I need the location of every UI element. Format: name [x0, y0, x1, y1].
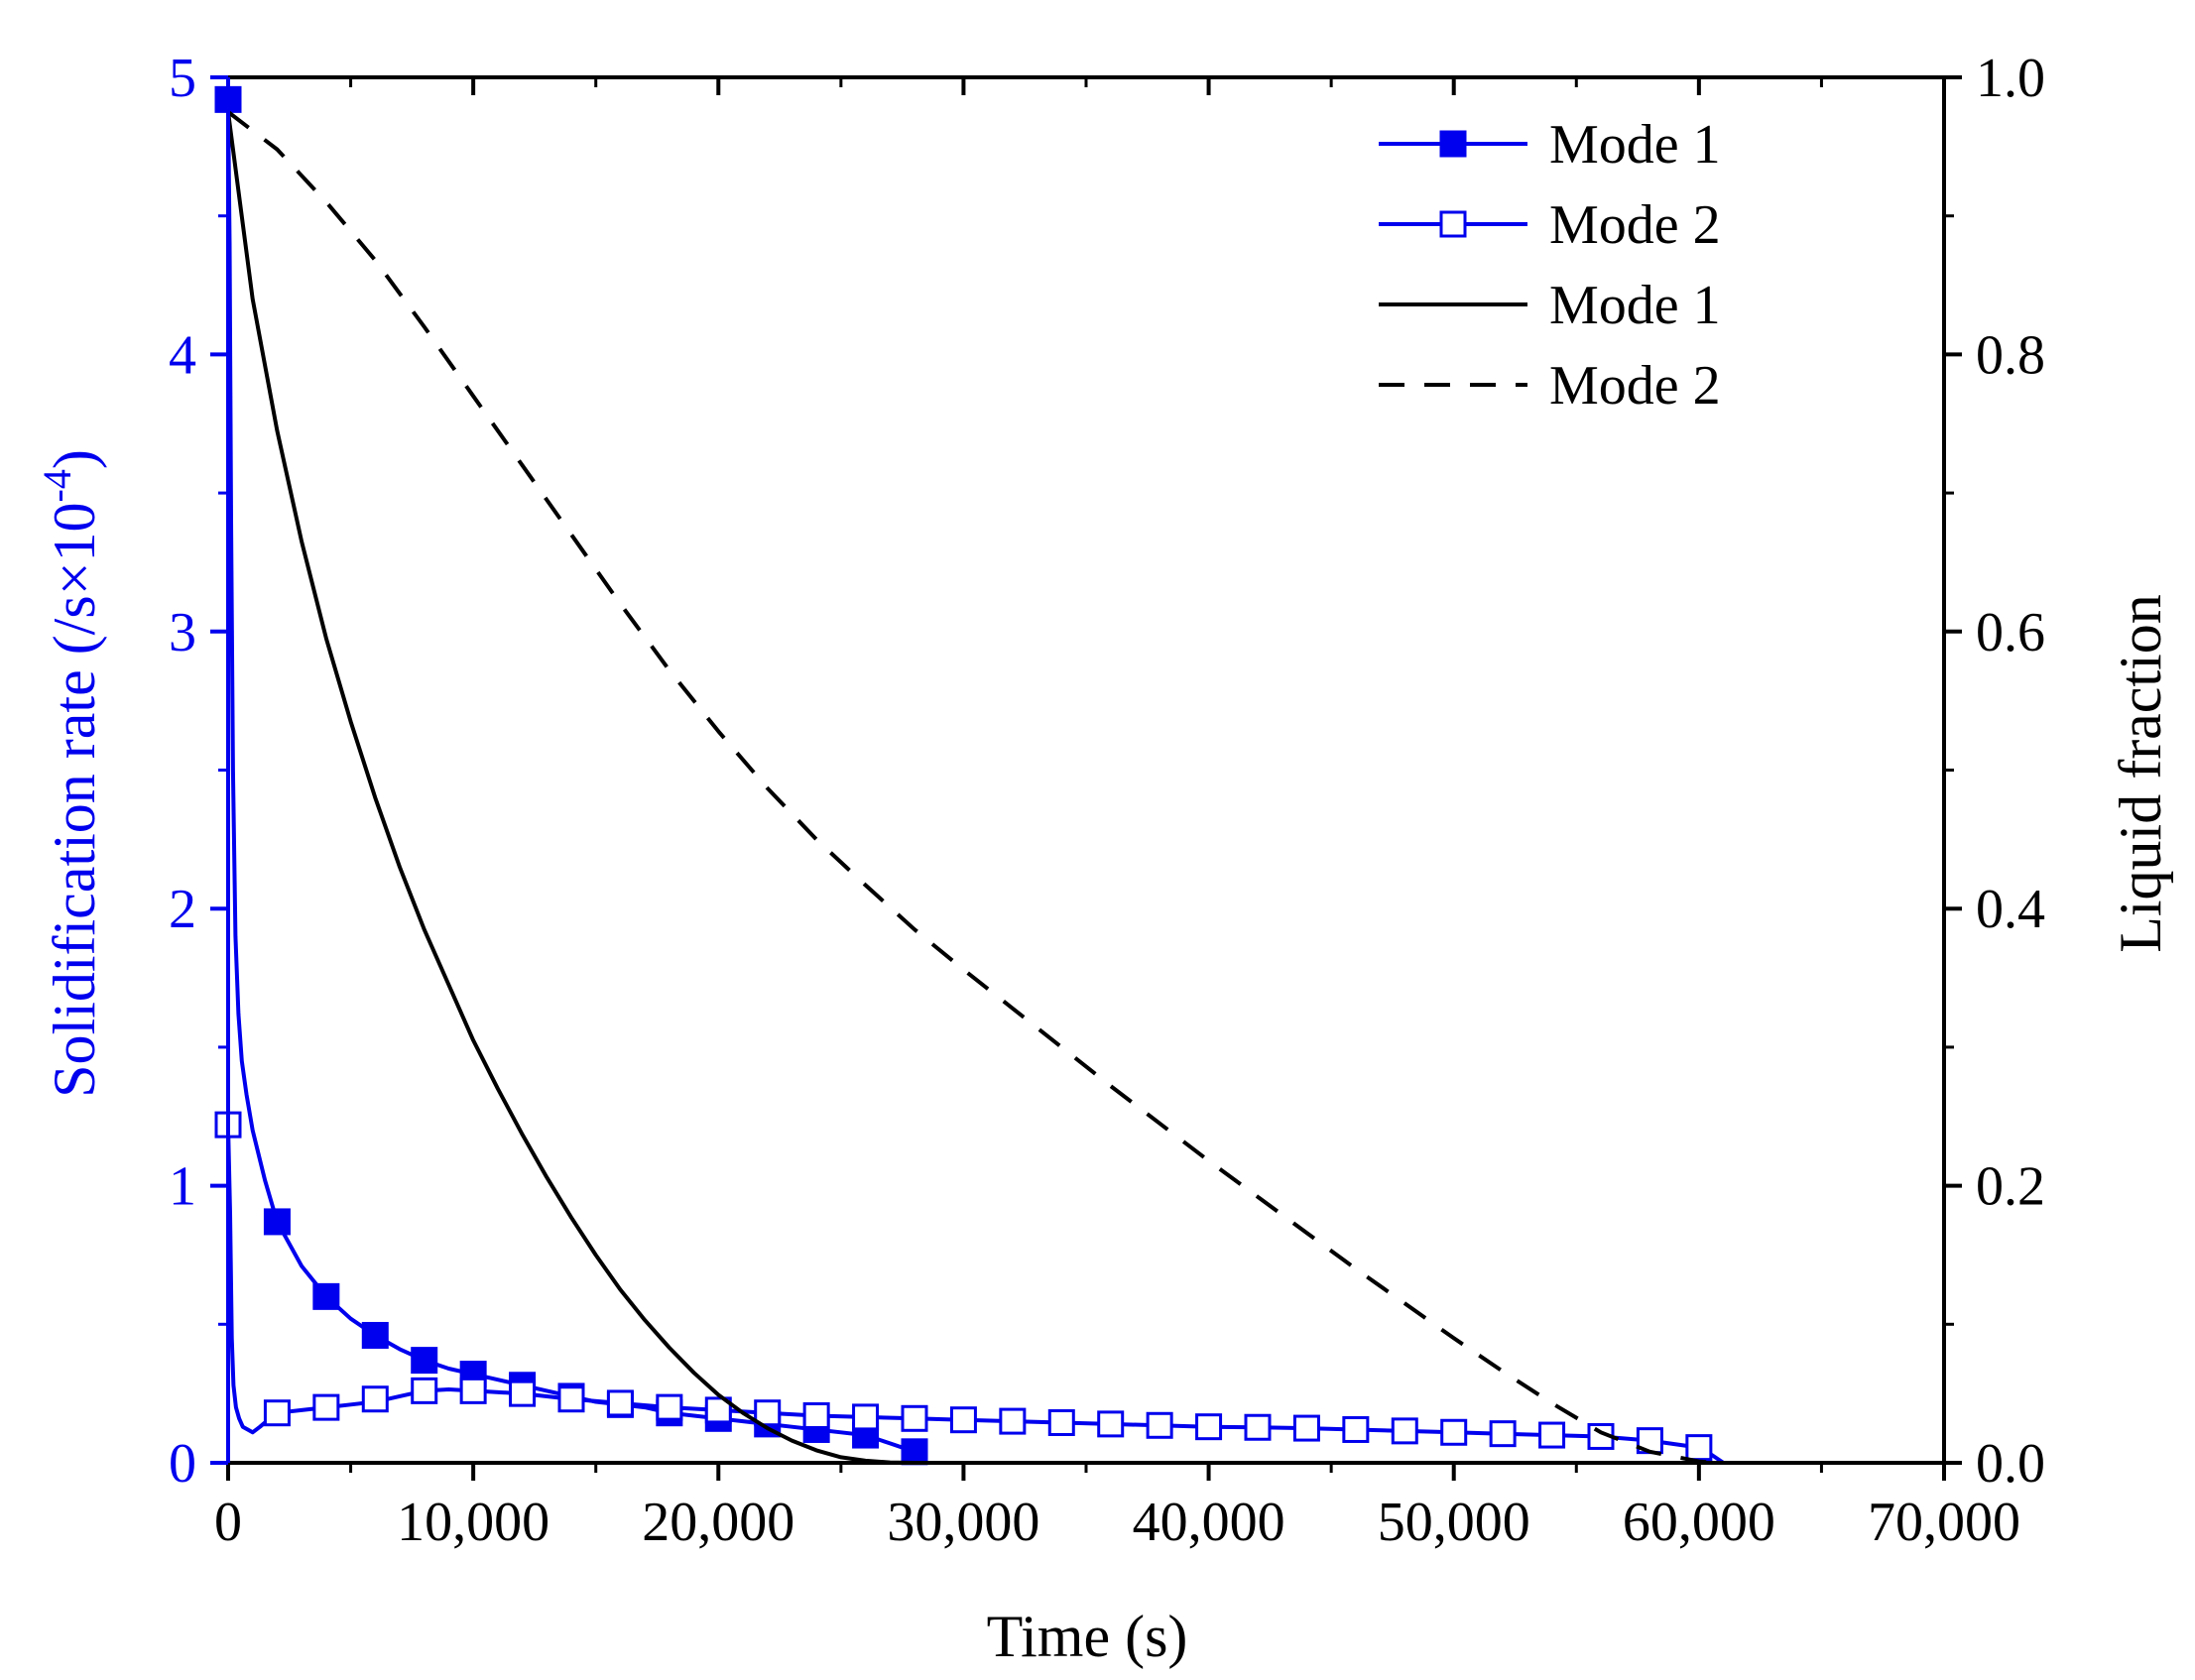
- x-tick-label: 30,000: [887, 1492, 1039, 1553]
- x-tick-label: 50,000: [1378, 1492, 1530, 1553]
- x-tick-label: 70,000: [1868, 1492, 2020, 1553]
- y-right-tick-label: 0.8: [1976, 324, 2045, 386]
- series-solidification-rate-mode-2-marker: [606, 1389, 634, 1417]
- series-solidification-rate-mode-2-marker: [459, 1377, 487, 1404]
- x-axis-title: Time (s): [987, 1604, 1188, 1669]
- series-solidification-rate-mode-2-marker: [1244, 1413, 1272, 1441]
- series-solidification-rate-mode-1-line: [226, 99, 915, 1454]
- y-axis-left-title-main: Solidification rate (/s×10: [42, 502, 107, 1097]
- series-solidification-rate-mode-2-marker: [1342, 1415, 1370, 1443]
- series-solidification-rate-mode-1-marker: [361, 1321, 389, 1349]
- series-solidification-rate-mode-2-marker: [263, 1399, 291, 1427]
- series-solidification-rate-mode-2-marker: [411, 1377, 438, 1404]
- series-layer: [214, 85, 1725, 1466]
- series-solidification-rate-mode-2-marker: [656, 1393, 683, 1421]
- y-axis-right-title: Liquid fraction: [2108, 594, 2173, 953]
- series-solidification-rate-mode-2-marker: [852, 1403, 880, 1431]
- x-tick-label: 60,000: [1623, 1492, 1775, 1553]
- legend-entry-label: Mode 1: [1549, 114, 1721, 176]
- series-solidification-rate-mode-2-marker: [557, 1385, 585, 1413]
- series-solidification-rate-mode-2-marker: [1195, 1413, 1223, 1441]
- series-solidification-rate-mode-1-marker: [411, 1347, 438, 1375]
- series-solidification-rate-mode-2-marker: [1440, 1418, 1468, 1446]
- x-tick-label: 20,000: [642, 1492, 794, 1553]
- series-solidification-rate-mode-1-marker: [263, 1208, 291, 1236]
- series-solidification-rate-mode-2-marker: [1047, 1408, 1075, 1436]
- y-axis-left-title: Solidification rate (/s×10-4): [35, 449, 107, 1098]
- series-solidification-rate-mode-2-marker: [509, 1380, 537, 1407]
- y-right-tick-label: 0.4: [1976, 879, 2045, 940]
- series-solidification-rate-mode-2-marker: [1685, 1434, 1713, 1462]
- y-right-tick-label: 0.6: [1976, 602, 2045, 663]
- y-left-tick-label: 4: [169, 324, 196, 386]
- y-left-tick-label: 3: [169, 602, 196, 663]
- series-solidification-rate-mode-2-marker: [754, 1399, 782, 1427]
- series-solidification-rate-mode-2-marker: [949, 1406, 977, 1434]
- series-liquid-fraction-mode-1-line: [226, 111, 915, 1465]
- series-solidification-rate-mode-2-marker: [1391, 1417, 1418, 1445]
- y-right-tick-label: 1.0: [1976, 48, 2045, 109]
- series-solidification-rate-mode-2-marker: [1489, 1420, 1517, 1448]
- y-axis-left-title-superscript: -4: [35, 469, 79, 502]
- series-solidification-rate-mode-2-marker: [361, 1385, 389, 1413]
- legend-swatch-marker: [1439, 130, 1467, 158]
- legend: Mode 1 Mode 2 Mode 1 Mode 2: [1379, 114, 1721, 417]
- x-tick-label: 40,000: [1133, 1492, 1285, 1553]
- legend-entry-label: Mode 1: [1549, 275, 1721, 336]
- series-solidification-rate-mode-2-marker: [312, 1393, 340, 1421]
- y-left-tick-label: 2: [169, 879, 196, 940]
- y-right-tick-label: 0.2: [1976, 1156, 2045, 1218]
- axes-layer: 0 10,000 20,000 30,000 40,000 50,000 60,000 70,…: [169, 48, 2045, 1553]
- x-tick-label: 0: [214, 1492, 242, 1553]
- y-axis-left-title-close: ): [42, 449, 107, 469]
- series-liquid-fraction-mode-2-line: [226, 110, 1714, 1465]
- series-solidification-rate-mode-2-marker: [1292, 1414, 1320, 1442]
- y-left-tick-label: 0: [169, 1433, 196, 1495]
- series-solidification-rate-mode-1-marker: [312, 1282, 340, 1310]
- series-solidification-rate-mode-2-marker: [1636, 1427, 1663, 1455]
- series-solidification-rate-mode-2-marker: [1146, 1411, 1173, 1439]
- series-solidification-rate-mode-2-marker: [999, 1407, 1027, 1435]
- series-solidification-rate-mode-2-marker: [1538, 1421, 1566, 1449]
- series-solidification-rate-mode-1-marker: [901, 1438, 928, 1466]
- y-left-tick-label: 5: [169, 48, 196, 109]
- x-tick-label: 10,000: [397, 1492, 549, 1553]
- series-solidification-rate-mode-2-marker: [802, 1402, 830, 1430]
- y-right-tick-label: 0.0: [1976, 1433, 2045, 1495]
- series-solidification-rate-mode-2-marker: [901, 1404, 928, 1432]
- legend-entry-label: Mode 2: [1549, 355, 1721, 417]
- series-solidification-rate-mode-2-marker: [1097, 1410, 1125, 1438]
- y-left-tick-label: 1: [169, 1156, 196, 1218]
- legend-swatch-marker: [1439, 210, 1467, 238]
- legend-entry-label: Mode 2: [1549, 194, 1721, 256]
